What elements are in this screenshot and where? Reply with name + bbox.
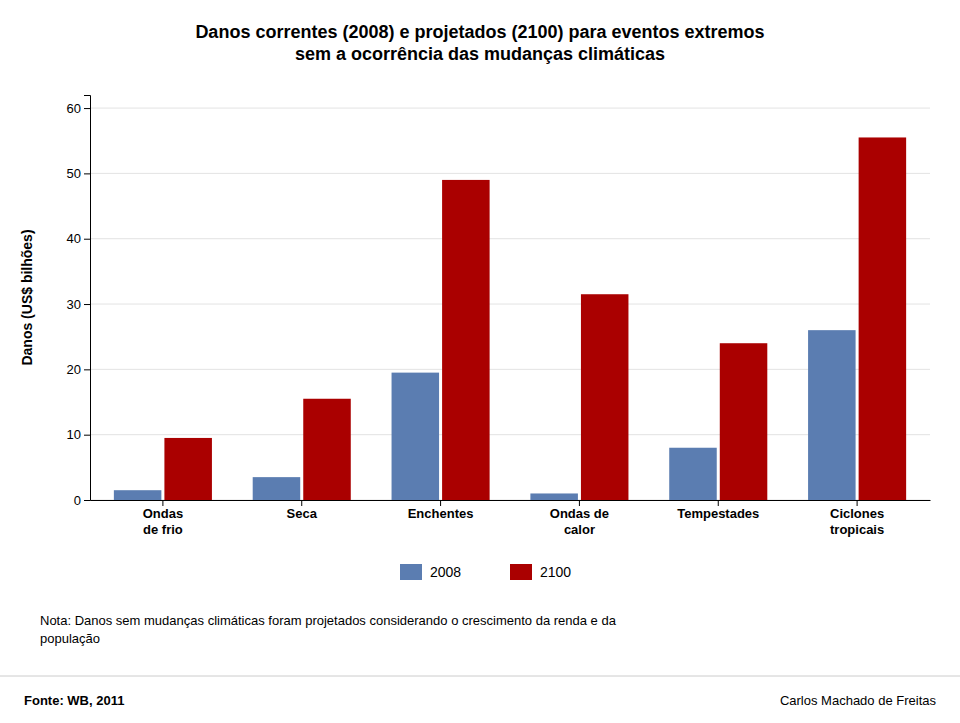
tick-mark — [84, 500, 90, 501]
bars — [114, 137, 906, 500]
x-tick: Tempestades — [677, 500, 759, 521]
tick-mark — [84, 304, 90, 305]
legend-swatch — [400, 564, 422, 580]
y-axis: 0 10 20 30 40 50 60 — [67, 96, 91, 508]
tick-mark — [84, 435, 90, 436]
legend-swatch — [510, 564, 532, 580]
tick-label: 60 — [67, 101, 81, 116]
tick-label-line: calor — [564, 522, 595, 537]
x-tick: Enchentes — [408, 500, 474, 521]
bar — [114, 490, 162, 500]
y-tick: 0 — [74, 493, 90, 508]
legend-entry: 2008 — [400, 564, 461, 580]
tick-label-line: de frio — [143, 522, 183, 537]
y-tick: 50 — [67, 166, 90, 181]
bar — [581, 294, 629, 500]
tick-mark — [579, 500, 580, 506]
grid-line — [90, 173, 930, 174]
title-line: sem a ocorrência das mudanças climáticas — [295, 44, 665, 64]
tick-label-line: Ondas — [143, 506, 183, 521]
tick-mark — [84, 369, 90, 370]
legend-label: 2008 — [430, 564, 461, 580]
tick-mark — [301, 500, 302, 506]
tick-mark — [857, 500, 858, 506]
tick-label: 0 — [74, 493, 81, 508]
bar — [164, 438, 212, 500]
source: Fonte: WB, 2011 — [24, 693, 124, 708]
axis-line — [84, 96, 91, 501]
legend: 2008 2100 — [400, 564, 571, 580]
x-tick: Seca — [287, 500, 318, 521]
x-axis: Ondasde frio Seca Enchentes Ondas decalor Te… — [91, 500, 931, 537]
x-tick: Ciclonestropicais — [830, 500, 884, 537]
tick-mark — [162, 500, 163, 506]
bar — [303, 399, 351, 500]
tick-mark — [718, 500, 719, 506]
tick-label-line: Ondas de — [550, 506, 609, 521]
bar-series — [164, 137, 906, 500]
tick-label: 30 — [67, 297, 81, 312]
bar — [253, 477, 301, 500]
tick-label-line: Enchentes — [408, 506, 474, 521]
tick-label-line: Seca — [287, 506, 318, 521]
bar — [669, 448, 717, 500]
bar — [720, 343, 768, 500]
grid-line — [90, 369, 930, 370]
tick-label: 50 — [67, 166, 81, 181]
separator — [0, 676, 960, 677]
tick-label-line: Tempestades — [677, 506, 759, 521]
y-tick: 60 — [67, 101, 90, 116]
x-tick: Ondas decalor — [550, 500, 609, 537]
axis-line — [91, 500, 931, 501]
tick-mark — [84, 173, 90, 174]
y-tick: 30 — [67, 297, 90, 312]
title: Danos correntes (2008) e projetados (210… — [195, 22, 764, 64]
axis-title: Danos (US$ bilhões) — [19, 229, 35, 365]
tick-mark — [440, 500, 441, 506]
legend-label: 2100 — [540, 564, 571, 580]
bar — [859, 137, 907, 500]
tick-label: Ciclonestropicais — [830, 506, 884, 537]
note: Nota: Danos sem mudanças climáticas fora… — [40, 613, 617, 646]
grid-line — [90, 434, 930, 435]
tick-label: 40 — [67, 231, 81, 246]
note-line: população — [40, 631, 100, 646]
grid-line — [90, 108, 930, 109]
title-line: Danos correntes (2008) e projetados (210… — [195, 22, 764, 42]
grid-line — [90, 238, 930, 239]
grid-line — [90, 304, 930, 305]
tick-label: 20 — [67, 362, 81, 377]
tick-label-line: tropicais — [830, 522, 884, 537]
bar — [530, 493, 578, 500]
credit: Carlos Machado de Freitas — [780, 693, 937, 708]
y-tick: 20 — [67, 362, 90, 377]
tick-label: Ondas decalor — [550, 506, 609, 537]
tick-mark — [84, 239, 90, 240]
tick-label: Enchentes — [408, 506, 474, 521]
bar — [442, 180, 490, 500]
x-tick: Ondasde frio — [143, 500, 183, 537]
chart: Danos correntes (2008) e projetados (210… — [0, 0, 960, 723]
tick-label: Seca — [287, 506, 318, 521]
bar — [808, 330, 856, 500]
grid — [90, 108, 930, 500]
grid-line — [90, 500, 930, 501]
tick-label-line: Ciclones — [830, 506, 884, 521]
tick-label: 10 — [67, 427, 81, 442]
y-tick: 40 — [67, 231, 90, 246]
legend-entry: 2100 — [510, 564, 571, 580]
tick-label: Ondasde frio — [143, 506, 183, 537]
y-tick: 10 — [67, 427, 90, 442]
bar — [392, 373, 440, 500]
note-line: Nota: Danos sem mudanças climáticas fora… — [40, 613, 617, 628]
tick-mark — [84, 108, 90, 109]
tick-label: Tempestades — [677, 506, 759, 521]
